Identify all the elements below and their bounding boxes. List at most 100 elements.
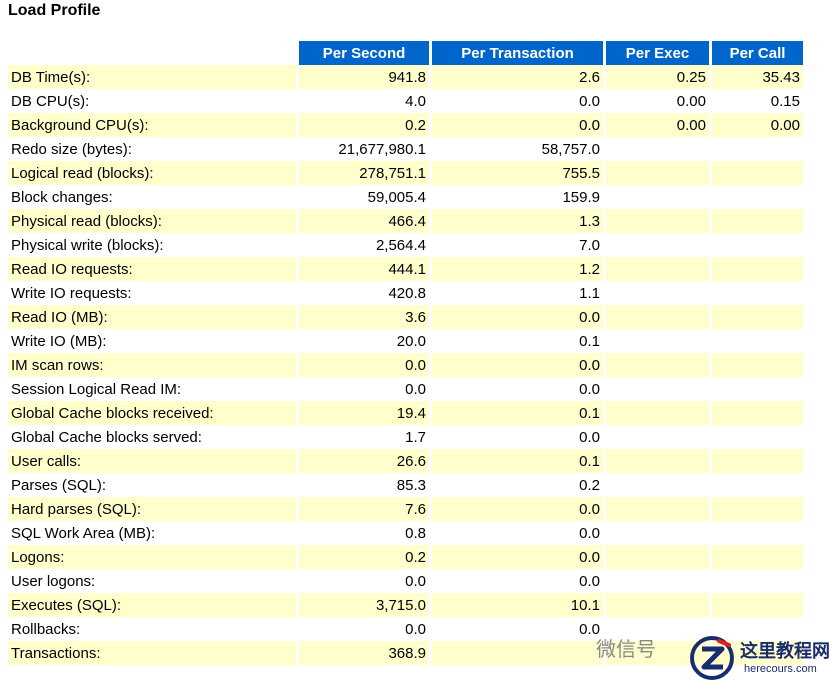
row-value: 0.1 [432,329,603,353]
column-header: Per Call [712,41,803,65]
row-value [712,329,803,353]
row-value: 0.8 [299,521,429,545]
row-value: 4.0 [299,89,429,113]
row-value: 3.6 [299,305,429,329]
row-label: Logons: [8,545,296,569]
row-value: 0.1 [432,449,603,473]
table-body: DB Time(s): 941.8 2.6 0.25 35.43 DB CPU(s): 4.… [8,65,803,665]
column-header: Per Exec [606,41,709,65]
table-row: DB Time(s): 941.8 2.6 0.25 35.43 [8,65,803,89]
row-value [712,281,803,305]
row-value: 59,005.4 [299,185,429,209]
row-label: DB CPU(s): [8,89,296,113]
row-value: 1.3 [432,209,603,233]
row-value: 0.0 [432,497,603,521]
column-header: Per Second [299,41,429,65]
table-row: Write IO (MB): 20.0 0.1 [8,329,803,353]
row-value: 0.0 [432,377,603,401]
row-value: 2,564.4 [299,233,429,257]
row-value [606,377,709,401]
row-value [606,257,709,281]
brand-watermark-url: herecours.com [744,663,817,675]
row-label: Redo size (bytes): [8,137,296,161]
row-value: 19.4 [299,401,429,425]
wechat-watermark-text: 微信号 [596,639,656,661]
row-value [712,305,803,329]
row-value: 2.6 [432,65,603,89]
row-label: Parses (SQL): [8,473,296,497]
row-label: Hard parses (SQL): [8,497,296,521]
row-value: 0.0 [432,89,603,113]
table-header-row: Per Second Per Transaction Per Exec Per … [8,41,803,65]
row-label: Read IO requests: [8,257,296,281]
header-blank-cell [8,41,296,65]
table-row: Physical read (blocks): 466.4 1.3 [8,209,803,233]
row-label: IM scan rows: [8,353,296,377]
row-label: Physical write (blocks): [8,233,296,257]
table-row: Read IO (MB): 3.6 0.0 [8,305,803,329]
row-value [606,209,709,233]
row-value [606,617,709,641]
table-row: Executes (SQL): 3,715.0 10.1 [8,593,803,617]
brand-watermark-text: 这里教程网 [740,641,830,662]
row-value [606,353,709,377]
table-row: Physical write (blocks): 2,564.4 7.0 [8,233,803,257]
row-value [606,281,709,305]
row-value [712,593,803,617]
row-value [606,185,709,209]
table-row: Transactions: 368.9 [8,641,803,665]
page-title: Load Profile [8,2,101,19]
row-value: 0.15 [712,89,803,113]
row-value [606,593,709,617]
row-value [606,401,709,425]
table-row: Hard parses (SQL): 7.6 0.0 [8,497,803,521]
row-label: Physical read (blocks): [8,209,296,233]
row-value [712,497,803,521]
row-value [712,209,803,233]
table-row: Background CPU(s): 0.2 0.0 0.00 0.00 [8,113,803,137]
row-value [712,161,803,185]
row-value: 0.1 [432,401,603,425]
row-value: 0.25 [606,65,709,89]
row-value [712,377,803,401]
row-label: User logons: [8,569,296,593]
row-value: 159.9 [432,185,603,209]
row-value: 3,715.0 [299,593,429,617]
row-value: 7.6 [299,497,429,521]
table-row: Rollbacks: 0.0 0.0 [8,617,803,641]
z-logo-icon [690,636,734,680]
row-label: SQL Work Area (MB): [8,521,296,545]
row-value: 1.7 [299,425,429,449]
row-value: 26.6 [299,449,429,473]
row-value [606,473,709,497]
row-value [712,545,803,569]
row-label: Background CPU(s): [8,113,296,137]
row-value: 0.0 [432,353,603,377]
row-value: 278,751.1 [299,161,429,185]
row-value: 466.4 [299,209,429,233]
row-value: 0.2 [299,113,429,137]
row-value: 21,677,980.1 [299,137,429,161]
row-value [606,161,709,185]
row-value [606,329,709,353]
row-value: 0.0 [432,305,603,329]
row-label: Write IO (MB): [8,329,296,353]
table-row: Logical read (blocks): 278,751.1 755.5 [8,161,803,185]
row-value: 368.9 [299,641,429,665]
row-value [712,617,803,641]
row-value: 755.5 [432,161,603,185]
table-row: Write IO requests: 420.8 1.1 [8,281,803,305]
row-value: 0.0 [432,569,603,593]
row-value: 0.2 [299,545,429,569]
row-value: 0.0 [299,569,429,593]
row-value [606,233,709,257]
row-label: DB Time(s): [8,65,296,89]
row-label: Logical read (blocks): [8,161,296,185]
table-row: Session Logical Read IM: 0.0 0.0 [8,377,803,401]
table-row: Parses (SQL): 85.3 0.2 [8,473,803,497]
table-row: Logons: 0.2 0.0 [8,545,803,569]
load-profile-table: Per Second Per Transaction Per Exec Per … [5,41,806,665]
row-value [606,545,709,569]
row-value: 420.8 [299,281,429,305]
